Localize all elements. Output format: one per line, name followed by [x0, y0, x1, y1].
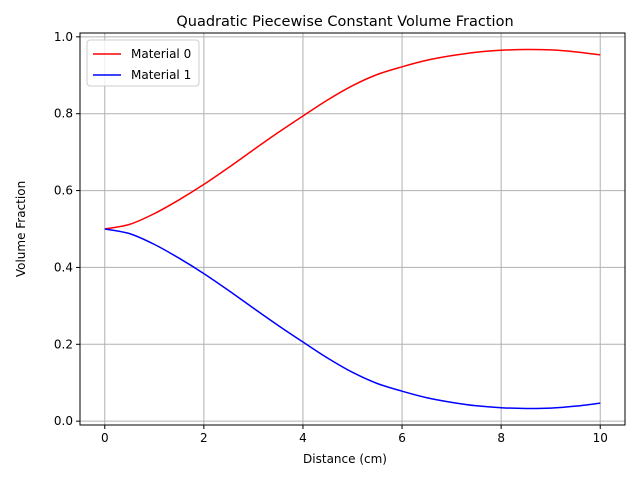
y-tick-label: 0.4	[54, 260, 73, 274]
x-tick-label: 0	[101, 431, 109, 445]
y-axis-label: Volume Fraction	[14, 181, 28, 277]
x-tick-label: 2	[200, 431, 208, 445]
y-tick-label: 0.6	[54, 184, 73, 198]
legend: Material 0 Material 1	[86, 39, 200, 87]
series-line-material-1	[104, 228, 601, 410]
legend-label: Material 0	[131, 47, 191, 61]
plot-area: 0 2 4 6 8 10 0.0 0.2 0.4 0.6 0.8 1.0	[54, 30, 626, 445]
y-tick-label: 0.2	[54, 337, 73, 351]
y-tick-label: 0.8	[54, 107, 73, 121]
y-axis-ticks: 0.0 0.2 0.4 0.6 0.8 1.0	[54, 30, 80, 428]
legend-label: Material 1	[131, 68, 191, 82]
series-lines	[104, 48, 601, 410]
plot-frame	[79, 32, 626, 426]
grid	[80, 33, 625, 425]
x-tick-label: 10	[593, 431, 608, 445]
x-axis-label: Distance (cm)	[303, 452, 387, 466]
x-tick-label: 4	[299, 431, 307, 445]
y-tick-label: 1.0	[54, 30, 73, 44]
chart-title: Quadratic Piecewise Constant Volume Frac…	[176, 14, 513, 30]
x-tick-label: 6	[398, 431, 406, 445]
x-tick-label: 8	[497, 431, 505, 445]
series-line-material-0	[104, 48, 601, 230]
y-tick-label: 0.0	[54, 414, 73, 428]
x-axis-ticks: 0 2 4 6 8 10	[101, 425, 608, 445]
